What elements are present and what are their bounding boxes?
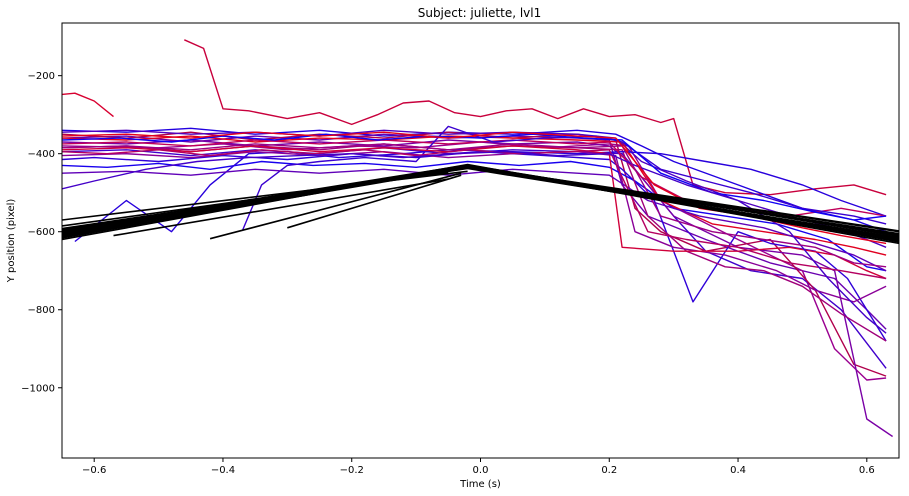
gaze-trajectory-line xyxy=(62,143,887,268)
x-tick-label: 0.2 xyxy=(601,465,617,476)
gaze-trajectory-line xyxy=(62,92,114,118)
gaze-trajectory-line xyxy=(241,125,887,232)
gaze-trajectory-line xyxy=(62,150,887,342)
gaze-trajectory-line xyxy=(62,147,887,369)
y-tick-label: −200 xyxy=(28,71,55,82)
x-tick-label: 0.6 xyxy=(859,465,875,476)
gaze-series-group xyxy=(62,39,893,438)
x-tick-label: −0.4 xyxy=(211,465,235,476)
gaze-trajectory-line xyxy=(62,127,887,233)
gaze-trajectory-line xyxy=(62,168,887,272)
x-tick-label: 0.4 xyxy=(730,465,746,476)
x-axis: −0.6 −0.4 −0.2 0.0 0.2 0.4 0.6 xyxy=(82,458,875,476)
target-trajectory-line xyxy=(62,167,899,236)
target-trajectory-line xyxy=(287,174,462,229)
gaze-trajectory-line xyxy=(62,141,887,381)
target-trajectory-line xyxy=(113,178,449,237)
y-tick-label: −400 xyxy=(28,149,55,160)
y-tick-label: −800 xyxy=(28,305,55,316)
gaze-trajectory-line xyxy=(62,150,887,334)
x-tick-label: −0.6 xyxy=(82,465,106,476)
gaze-trajectory-line xyxy=(184,39,887,196)
x-axis-title: Time (s) xyxy=(459,479,501,490)
chart-title: Subject: juliette, lvl1 xyxy=(418,6,542,20)
target-series-group xyxy=(62,163,899,245)
target-trajectory-line xyxy=(209,172,462,240)
x-tick-label: 0.0 xyxy=(473,465,489,476)
target-trajectory-line xyxy=(62,171,449,227)
y-axis-title: Y position (pixel) xyxy=(6,199,17,284)
gaze-trajectory-line xyxy=(62,133,887,221)
y-axis: −200 −400 −600 −800 −1000 xyxy=(21,71,62,394)
x-tick-label: −0.2 xyxy=(340,465,364,476)
target-trajectory-line xyxy=(467,164,899,236)
y-tick-label: −1000 xyxy=(21,383,55,394)
y-tick-label: −600 xyxy=(28,227,55,238)
